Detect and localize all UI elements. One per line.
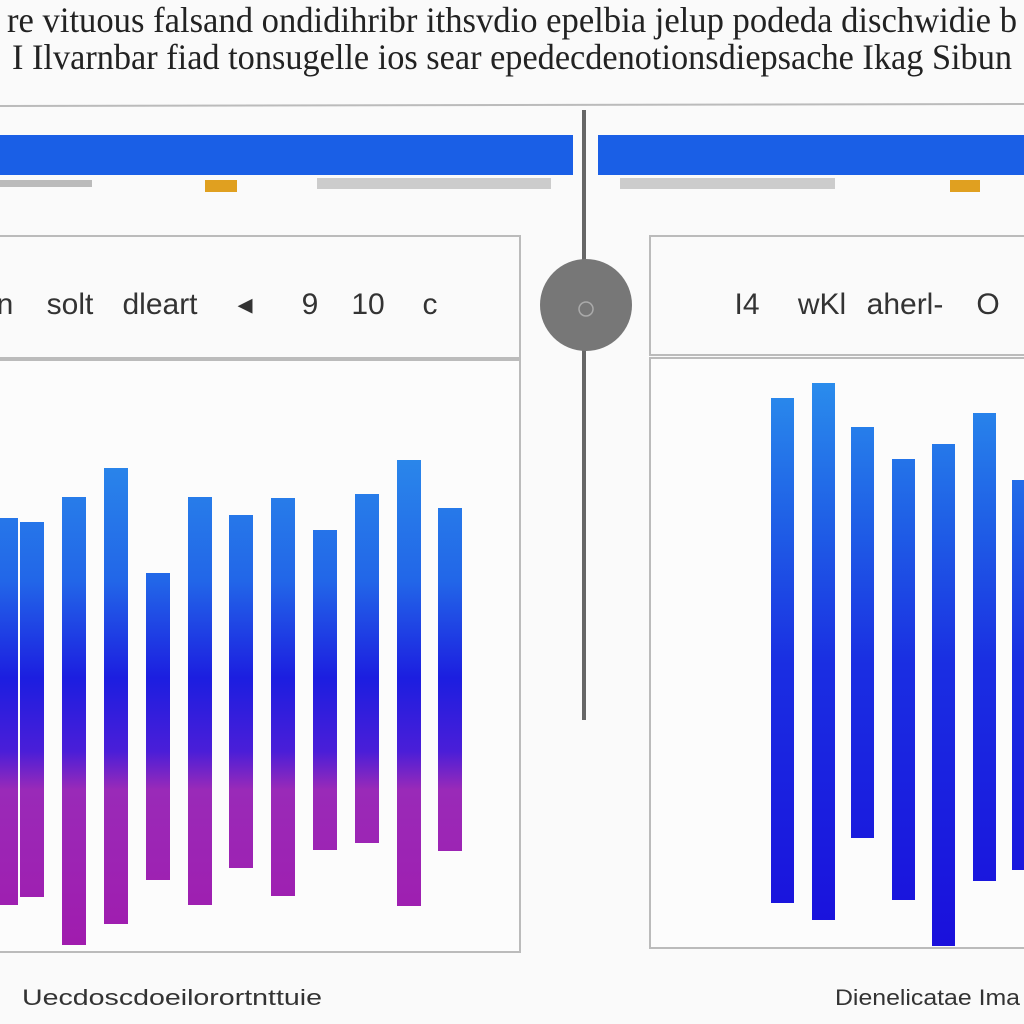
bar-shape: [104, 468, 128, 924]
bar-shape: [0, 518, 18, 905]
footer-label: Dienelicatae Ima: [835, 985, 1021, 1010]
header-line: re vituous falsand ondidihribr ithsvdio …: [7, 0, 1017, 40]
icon: [205, 180, 237, 192]
toolbar-item[interactable]: 9: [302, 288, 319, 321]
bar-shape: [20, 522, 44, 897]
tab-bar: [598, 135, 1024, 175]
bar-shape: [229, 515, 253, 868]
chart-panel: [649, 357, 1024, 949]
icon: [950, 180, 980, 192]
bar-shape: [812, 383, 835, 920]
toolbar-item[interactable]: dleart: [122, 288, 198, 321]
bar-shape: [771, 398, 794, 903]
handle-dot: [578, 301, 594, 317]
toolbar-item[interactable]: n: [0, 288, 13, 321]
bar-shape: [438, 508, 462, 851]
toolbar-item[interactable]: 10: [351, 288, 384, 321]
status-strip: [0, 180, 92, 187]
toolbar-item[interactable]: O: [976, 288, 999, 321]
toolbar-item[interactable]: I4: [734, 288, 759, 321]
footer-label: Uecdoscdoeilorortnttuie: [22, 985, 322, 1010]
toolbar: [649, 235, 1024, 356]
splitter-handle[interactable]: [540, 259, 632, 351]
bar-shape: [973, 413, 996, 881]
bar-shape: [851, 427, 874, 838]
bars: [0, 383, 1024, 946]
tab-bar: [0, 135, 573, 175]
toolbar-item[interactable]: c: [423, 288, 438, 321]
status-strip: [620, 178, 835, 189]
bar-shape: [892, 459, 915, 900]
bar-shape: [271, 498, 295, 896]
chart-panel: [0, 359, 521, 953]
toolbar-item[interactable]: aherl-: [867, 288, 944, 321]
toolbar-item[interactable]: wKl: [797, 288, 846, 321]
status-strip: [317, 178, 551, 189]
bar-shape: [1012, 480, 1024, 870]
bar-shape: [313, 530, 337, 850]
toolbar-item[interactable]: ◂: [237, 288, 252, 321]
bar-shape: [932, 444, 955, 946]
toolbar: [0, 235, 521, 359]
bar-shape: [188, 497, 212, 905]
bar-shape: [62, 497, 86, 945]
bar-shape: [355, 494, 379, 843]
header-line: I Ilvarnbar fiad tonsugelle ios sear epe…: [12, 37, 1012, 77]
bar-shape: [397, 460, 421, 906]
divider: [0, 103, 1024, 107]
toolbar-item[interactable]: solt: [47, 288, 94, 321]
bar-shape: [146, 573, 170, 880]
